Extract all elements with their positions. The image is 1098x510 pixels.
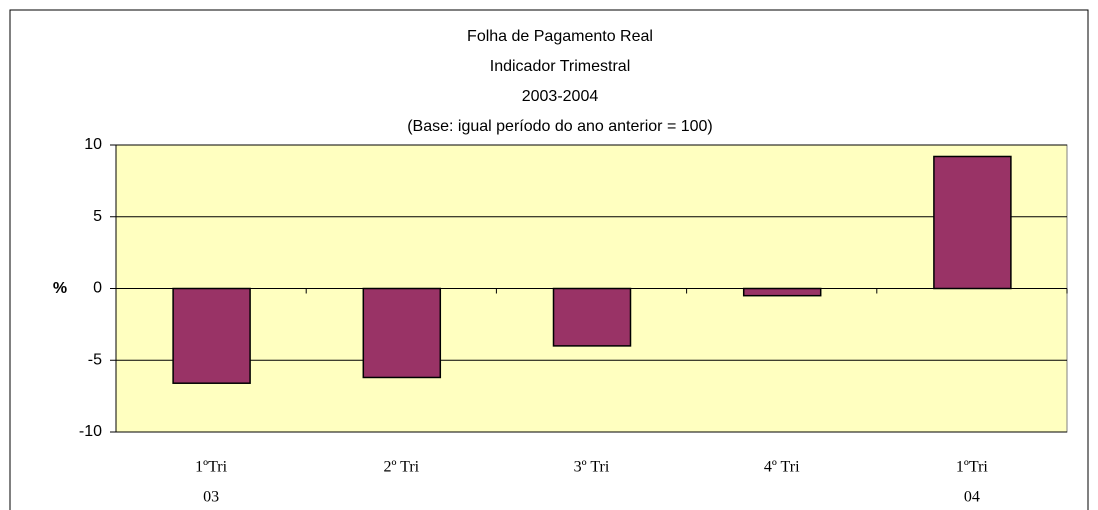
- x-tick-label: 3º Tri: [574, 459, 610, 476]
- y-tick-label: 5: [93, 208, 102, 225]
- x-tick-label: 4º Tri: [764, 459, 800, 476]
- bar: [742, 287, 822, 297]
- chart-title: (Base: igual período do ano anterior = 1…: [407, 118, 713, 135]
- bar: [933, 155, 1012, 290]
- bar: [172, 287, 251, 384]
- y-tick-label: -5: [88, 351, 102, 368]
- y-tick-label: -10: [79, 423, 102, 440]
- chart-title: Folha de Pagamento Real: [467, 28, 653, 45]
- y-tick-label: 0: [93, 280, 102, 297]
- x-tick-label: 1ºTri: [195, 459, 228, 476]
- x-tick-label: 04: [964, 489, 980, 506]
- x-tick-label: 03: [203, 489, 219, 506]
- x-tick-label: 1ºTri: [956, 459, 989, 476]
- chart-title: Indicador Trimestral: [490, 58, 631, 75]
- y-axis-label: %: [53, 280, 67, 297]
- y-tick-label: 10: [84, 136, 102, 153]
- bar: [552, 287, 632, 347]
- bar: [362, 287, 442, 379]
- chart-title: 2003-2004: [522, 88, 599, 105]
- x-tick-label: 2º Tri: [383, 459, 419, 476]
